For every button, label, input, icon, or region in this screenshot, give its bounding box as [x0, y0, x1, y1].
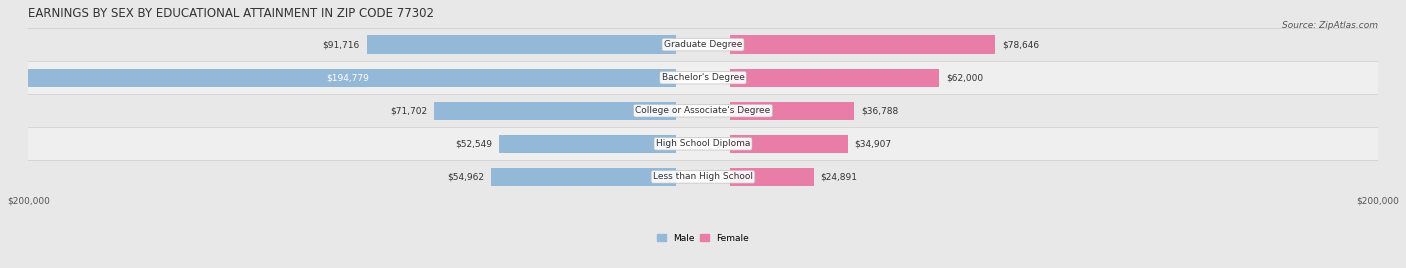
Bar	[730, 135, 848, 153]
Text: $194,779: $194,779	[326, 73, 368, 82]
Text: $54,962: $54,962	[447, 172, 484, 181]
Bar	[730, 69, 939, 87]
Bar	[730, 102, 853, 120]
Text: $36,788: $36,788	[860, 106, 898, 115]
Bar	[730, 168, 814, 186]
Text: Graduate Degree: Graduate Degree	[664, 40, 742, 49]
Text: $62,000: $62,000	[946, 73, 983, 82]
Bar	[28, 61, 1378, 94]
Legend: Male, Female: Male, Female	[654, 230, 752, 247]
Bar	[491, 168, 676, 186]
Text: Less than High School: Less than High School	[652, 172, 754, 181]
Bar	[434, 102, 676, 120]
Text: Source: ZipAtlas.com: Source: ZipAtlas.com	[1282, 21, 1378, 31]
Text: EARNINGS BY SEX BY EDUCATIONAL ATTAINMENT IN ZIP CODE 77302: EARNINGS BY SEX BY EDUCATIONAL ATTAINMEN…	[28, 7, 434, 20]
Text: $71,702: $71,702	[391, 106, 427, 115]
Bar	[28, 127, 1378, 160]
Bar	[28, 94, 1378, 127]
Bar	[367, 35, 676, 54]
Bar	[730, 35, 995, 54]
Text: College or Associate's Degree: College or Associate's Degree	[636, 106, 770, 115]
Text: $52,549: $52,549	[456, 139, 492, 148]
Bar	[499, 135, 676, 153]
Text: High School Diploma: High School Diploma	[655, 139, 751, 148]
Text: $34,907: $34,907	[855, 139, 891, 148]
Bar	[28, 28, 1378, 61]
Bar	[28, 160, 1378, 193]
Text: $78,646: $78,646	[1002, 40, 1039, 49]
Text: Bachelor's Degree: Bachelor's Degree	[662, 73, 744, 82]
Text: $91,716: $91,716	[322, 40, 360, 49]
Text: $24,891: $24,891	[821, 172, 858, 181]
Bar	[20, 69, 676, 87]
